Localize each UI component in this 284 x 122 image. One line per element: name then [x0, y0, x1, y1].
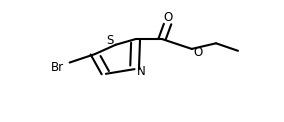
Text: O: O — [163, 11, 172, 24]
Text: N: N — [137, 65, 145, 77]
Text: O: O — [193, 46, 202, 59]
Text: S: S — [106, 34, 113, 46]
Text: Br: Br — [51, 61, 64, 74]
